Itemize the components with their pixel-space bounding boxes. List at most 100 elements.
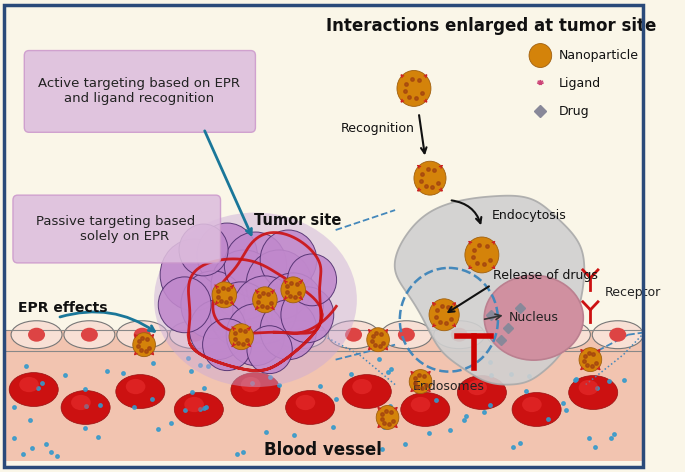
FancyBboxPatch shape [13,195,221,263]
Text: Active targeting based on EPR
and ligand recognition: Active targeting based on EPR and ligand… [38,77,240,105]
Circle shape [212,282,236,308]
Circle shape [376,405,399,430]
Circle shape [263,273,323,337]
Ellipse shape [174,393,223,426]
Ellipse shape [467,380,487,395]
Ellipse shape [19,377,39,392]
Ellipse shape [286,390,335,424]
Text: Ligand: Ligand [559,77,601,90]
Circle shape [397,70,431,106]
Ellipse shape [241,377,260,392]
Circle shape [281,287,334,343]
Circle shape [211,250,277,320]
Ellipse shape [579,380,598,395]
Text: Interactions enlarged at tumor site: Interactions enlarged at tumor site [326,17,656,34]
Circle shape [465,237,499,273]
Ellipse shape [434,321,485,349]
Circle shape [133,333,155,357]
Circle shape [260,230,316,290]
Circle shape [226,304,285,366]
Ellipse shape [116,375,165,408]
Circle shape [181,271,245,339]
Circle shape [288,254,336,306]
Ellipse shape [381,321,432,349]
Circle shape [409,370,432,394]
Text: Nucleus: Nucleus [509,311,559,324]
Ellipse shape [352,379,372,394]
Ellipse shape [539,321,590,349]
Ellipse shape [134,328,151,342]
Ellipse shape [458,376,506,410]
Ellipse shape [186,328,203,342]
Ellipse shape [556,328,573,342]
Circle shape [197,223,258,287]
Ellipse shape [239,328,256,342]
Ellipse shape [522,397,542,412]
Circle shape [210,282,273,348]
Ellipse shape [345,328,362,342]
Circle shape [224,232,286,298]
Text: Recognition: Recognition [341,122,415,135]
Ellipse shape [116,321,168,349]
Ellipse shape [184,397,204,412]
Ellipse shape [569,376,618,410]
Ellipse shape [71,395,90,410]
Ellipse shape [154,212,357,387]
Circle shape [160,239,228,311]
Ellipse shape [609,328,626,342]
Circle shape [529,43,551,67]
Ellipse shape [593,321,643,349]
Text: Blood vessel: Blood vessel [264,441,382,459]
Circle shape [179,224,228,276]
Text: Tumor site: Tumor site [254,213,342,228]
Ellipse shape [486,321,538,349]
Text: Endosomes: Endosomes [413,379,485,393]
Ellipse shape [503,328,521,342]
Ellipse shape [231,372,280,406]
Ellipse shape [126,379,145,394]
Ellipse shape [81,328,98,342]
Circle shape [158,277,211,333]
Circle shape [429,299,459,331]
Polygon shape [395,196,584,385]
Circle shape [246,250,312,320]
Ellipse shape [28,328,45,342]
FancyBboxPatch shape [24,51,256,132]
Ellipse shape [9,372,58,406]
Ellipse shape [342,375,391,408]
Circle shape [247,326,292,374]
Ellipse shape [296,395,315,410]
Circle shape [229,324,253,350]
Text: Receptor: Receptor [605,287,661,299]
Ellipse shape [292,328,309,342]
Text: Passive targeting based
    solely on EPR: Passive targeting based solely on EPR [36,215,195,243]
Text: Drug: Drug [559,105,590,118]
Ellipse shape [223,321,273,349]
Text: Nanoparticle: Nanoparticle [559,49,639,62]
Bar [5,330,643,461]
Text: Endocytosis: Endocytosis [491,209,566,221]
Ellipse shape [11,321,62,349]
Ellipse shape [61,390,110,424]
Ellipse shape [170,321,221,349]
Ellipse shape [401,393,450,426]
Circle shape [203,319,251,371]
Ellipse shape [398,328,415,342]
Ellipse shape [328,321,379,349]
Circle shape [233,276,297,344]
Circle shape [260,300,316,360]
Ellipse shape [512,393,561,426]
Text: Release of drugs: Release of drugs [493,269,598,282]
Circle shape [189,300,246,360]
Circle shape [281,277,306,303]
Circle shape [366,328,389,352]
Circle shape [579,348,601,371]
Ellipse shape [411,397,430,412]
Ellipse shape [275,321,326,349]
Ellipse shape [64,321,115,349]
Text: EPR effects: EPR effects [18,301,107,315]
Circle shape [414,161,446,195]
Ellipse shape [451,328,468,342]
Circle shape [253,287,277,313]
Ellipse shape [484,275,584,360]
